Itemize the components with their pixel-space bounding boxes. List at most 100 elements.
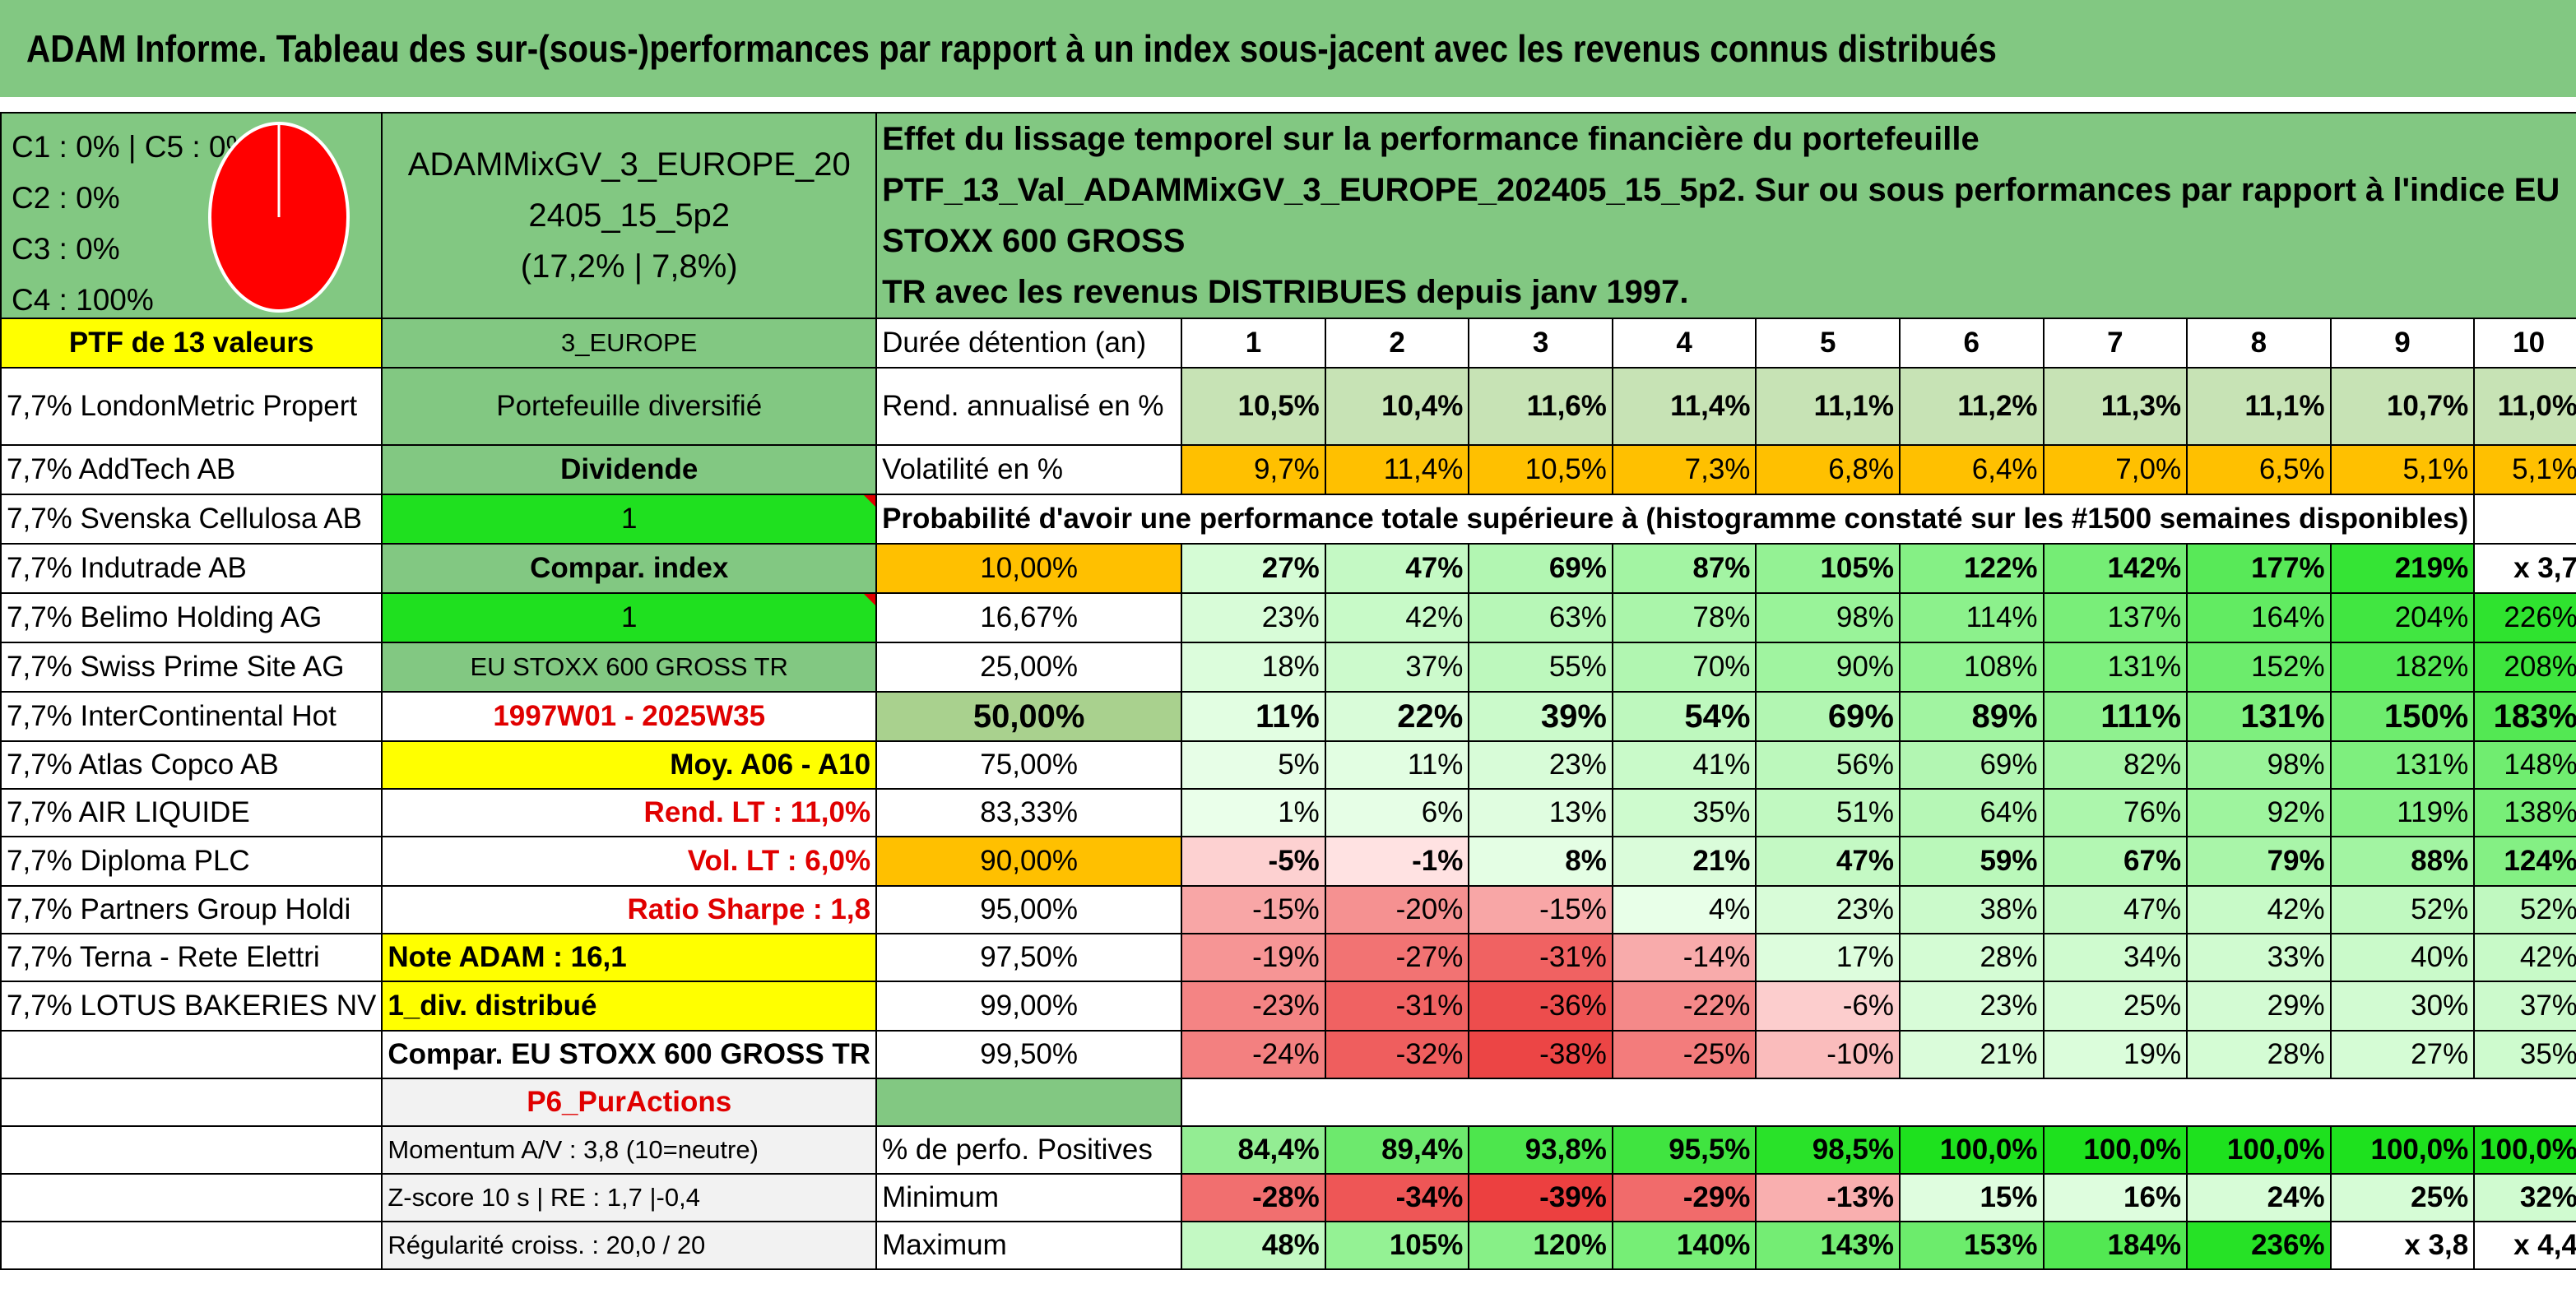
quantile-value: 40% <box>2329 933 2476 982</box>
quantile-value: 52% <box>2329 885 2476 934</box>
quantile-value: 69% <box>1898 740 2045 790</box>
positives-value: 95,5% <box>1611 1125 1757 1175</box>
dividend-value: 1 <box>381 494 878 545</box>
quantile-value: 204% <box>2329 592 2476 643</box>
period: 1997W01 - 2025W35 <box>381 691 878 742</box>
blank-cell <box>0 1078 383 1127</box>
quantile-value: -15% <box>1181 885 1326 934</box>
compar-label: Compar. index <box>381 543 878 594</box>
minimum-value: 15% <box>1898 1173 2045 1222</box>
portfolio-type: Portefeuille diversifié <box>381 367 878 446</box>
vol-value: 11,4% <box>1324 444 1470 495</box>
quantile-value: 41% <box>1611 740 1757 790</box>
report-title: ADAM Informe. Tableau des sur-(sous-)per… <box>0 0 2576 97</box>
quantile-value: 56% <box>1755 740 1901 790</box>
year-header: 5 <box>1755 318 1901 369</box>
maximum-value: 143% <box>1755 1221 1901 1270</box>
year-header: 10 <box>2473 318 2576 369</box>
quantile-value: 142% <box>2042 543 2188 594</box>
vol-value: 5,1% <box>2329 444 2476 495</box>
quantile-value: 11% <box>1324 740 1470 790</box>
composition-pie-chart <box>208 122 350 313</box>
vol-lt: Vol. LT : 6,0% <box>381 836 878 887</box>
quantile-value: 4% <box>1611 885 1757 934</box>
quantile-value: 59% <box>1898 836 2045 887</box>
table-row: 7,7% InterContinental Hot 1997W01 - 2025W… <box>0 691 2576 742</box>
quantile-value: -1% <box>1324 836 1470 887</box>
quantile-value: -15% <box>1468 885 1613 934</box>
holding-row: 7,7% Belimo Holding AG <box>0 592 383 643</box>
adam-note: Note ADAM : 16,1 <box>381 933 878 982</box>
minimum-value: 24% <box>2186 1173 2332 1222</box>
rend-value: 11,4% <box>1611 367 1757 446</box>
minimum-value: 25% <box>2329 1173 2476 1222</box>
quantile-value: -31% <box>1468 933 1613 982</box>
quantile-value: -20% <box>1324 885 1470 934</box>
holding-row: 7,7% AddTech AB <box>0 444 383 495</box>
duration-label: Durée détention (an) <box>875 318 1183 369</box>
quantile-value: -25% <box>1611 1030 1757 1079</box>
quantile-value: 27% <box>1181 543 1326 594</box>
quantile-value: 52% <box>2473 885 2576 934</box>
quantile-value: 1% <box>1181 788 1326 837</box>
quantile-value: 17% <box>1755 933 1901 982</box>
positives-value: 100,0% <box>2042 1125 2188 1175</box>
quantile-value: 30% <box>2329 981 2476 1032</box>
rend-label: Rend. annualisé en % <box>875 367 1183 446</box>
holding-row: 7,7% Swiss Prime Site AG <box>0 642 383 693</box>
table-row: Régularité croiss. : 20,0 / 20 Maximum 48%… <box>0 1221 2576 1270</box>
quantile-label: 99,00% <box>875 981 1183 1032</box>
positives-value: 93,8% <box>1468 1125 1613 1175</box>
maximum-value: 48% <box>1181 1221 1326 1270</box>
quantile-value: 98% <box>1755 592 1901 643</box>
quantile-value: 183% <box>2473 691 2576 742</box>
description-cell: Effet du lissage temporel sur la perform… <box>875 112 2576 319</box>
positives-value: 100,0% <box>2329 1125 2476 1175</box>
positives-value: 100,0% <box>1898 1125 2045 1175</box>
quantile-value: -31% <box>1324 981 1470 1032</box>
minimum-label: Minimum <box>875 1173 1183 1222</box>
maximum-value: 184% <box>2042 1221 2188 1270</box>
table-row: 7,7% Belimo Holding AG 1 16,67% 23% 42% 63% 78… <box>0 592 2576 643</box>
quantile-value: 28% <box>2186 1030 2332 1079</box>
quantile-value: 148% <box>2473 740 2576 790</box>
quantile-value: 54% <box>1611 691 1757 742</box>
table-row: 7,7% Svenska Cellulosa AB 1 Probabilité d'… <box>0 494 2576 545</box>
quantile-value: 33% <box>2186 933 2332 982</box>
quantile-value: 47% <box>1755 836 1901 887</box>
zscore: Z-score 10 s | RE : 1,7 |-0,4 <box>381 1173 878 1222</box>
maximum-value: 120% <box>1468 1221 1613 1270</box>
quantile-value: 79% <box>2186 836 2332 887</box>
quantile-value: 42% <box>2186 885 2332 934</box>
quantile-value: 182% <box>2329 642 2476 693</box>
positives-value: 100,0% <box>2186 1125 2332 1175</box>
regularite: Régularité croiss. : 20,0 / 20 <box>381 1221 878 1270</box>
p6-label: P6_PurActions <box>381 1078 878 1127</box>
quantile-value: 28% <box>1898 933 2045 982</box>
quantile-value: 23% <box>1755 885 1901 934</box>
portfolio-name-cell: ADAMMixGV_3_EUROPE_20 2405_15_5p2 (17,2%… <box>381 112 878 319</box>
quantile-value: 88% <box>2329 836 2476 887</box>
blank-cell <box>1181 1078 2576 1127</box>
holdings-header: PTF de 13 valeurs <box>0 318 383 369</box>
div-distribue: 1_div. distribué <box>381 981 878 1032</box>
table-row: PTF de 13 valeurs 3_EUROPE Durée détention… <box>0 318 2576 369</box>
table-row: 7,7% Atlas Copco AB Moy. A06 - A10 75,00% 5… <box>0 740 2576 790</box>
quantile-value: 34% <box>2042 933 2188 982</box>
blank-cell <box>2473 494 2576 545</box>
composition-list: C1 : 0% | C5 : 0% C2 : 0% C3 : 0% C4 : 1… <box>12 122 253 317</box>
minimum-value: -28% <box>1181 1173 1326 1222</box>
quantile-value: -36% <box>1468 981 1613 1032</box>
vol-value: 5,1% <box>2473 444 2576 495</box>
maximum-value: 140% <box>1611 1221 1757 1270</box>
portfolio-name-suffix: 2405_15_5p2 <box>528 197 731 234</box>
quantile-value: 39% <box>1468 691 1613 742</box>
positives-value: 98,5% <box>1755 1125 1901 1175</box>
maximum-value: x 3,8 <box>2329 1221 2476 1270</box>
quantile-value: 21% <box>1898 1030 2045 1079</box>
holding-row: 7,7% Terna - Rete Elettri <box>0 933 383 982</box>
quantile-value: 226% <box>2473 592 2576 643</box>
year-header: 1 <box>1181 318 1326 369</box>
quantile-value: 131% <box>2329 740 2476 790</box>
holding-row: 7,7% Partners Group Holdi <box>0 885 383 934</box>
